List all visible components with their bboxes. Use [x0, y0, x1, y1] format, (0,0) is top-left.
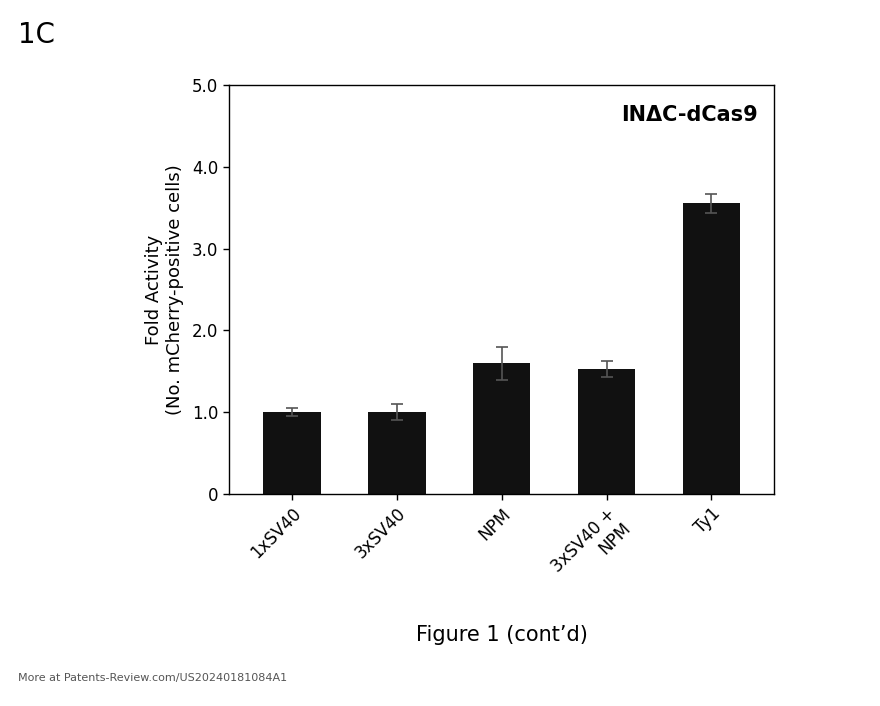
Text: INΔC-dCas9: INΔC-dCas9 — [621, 105, 758, 125]
Text: More at Patents-Review.com/US20240181084A1: More at Patents-Review.com/US20240181084… — [18, 673, 287, 683]
Bar — [683, 203, 740, 494]
Bar — [263, 412, 320, 494]
Bar — [577, 369, 635, 494]
Bar — [368, 412, 426, 494]
Bar — [473, 363, 531, 494]
Y-axis label: Fold Activity
(No. mCherry-positive cells): Fold Activity (No. mCherry-positive cell… — [145, 164, 184, 415]
Text: Figure 1 (cont’d): Figure 1 (cont’d) — [415, 626, 588, 645]
Text: 1C: 1C — [18, 21, 55, 49]
